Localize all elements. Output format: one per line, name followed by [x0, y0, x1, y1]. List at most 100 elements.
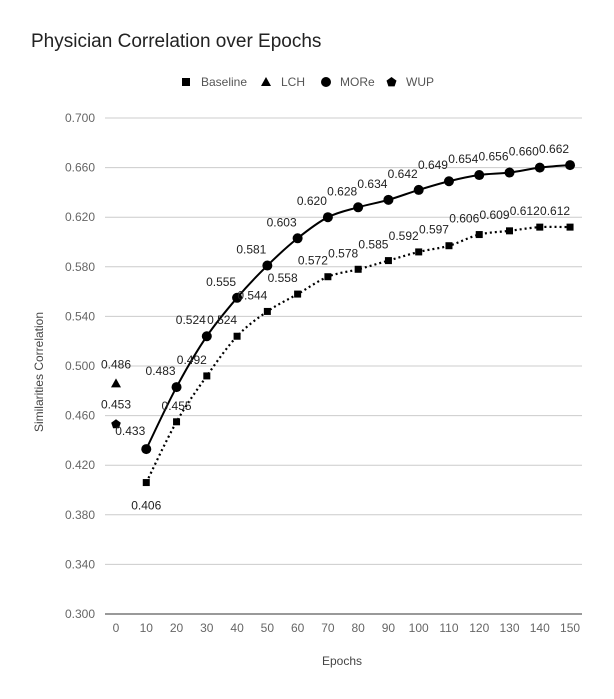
data-label-baseline: 0.524 [207, 313, 237, 327]
data-label-baseline: 0.455 [162, 399, 192, 413]
gridlines [105, 117, 582, 615]
marker-more [565, 160, 576, 171]
marker-baseline [263, 307, 271, 315]
data-label-baseline: 0.606 [449, 212, 479, 226]
marker-baseline [354, 265, 362, 273]
marker-more [383, 194, 394, 205]
marker-baseline [536, 223, 544, 231]
data-label-more: 0.620 [297, 194, 327, 208]
marker-more [443, 176, 454, 187]
marker-baseline [475, 231, 483, 239]
data-label-more: 0.656 [478, 150, 508, 164]
x-tick-label: 140 [530, 621, 550, 635]
marker-baseline [384, 257, 392, 265]
marker-more [322, 212, 333, 223]
y-tick-label: 0.700 [65, 111, 95, 125]
data-label-more: 0.628 [327, 184, 357, 198]
legend: Baseline LCH MORe WUP [0, 74, 614, 92]
data-label-baseline: 0.578 [328, 246, 358, 260]
data-label-more: 0.524 [176, 313, 206, 327]
chart-title: Physician Correlation over Epochs [31, 31, 322, 52]
data-label-baseline: 0.558 [268, 271, 298, 285]
square-marker-icon [182, 78, 190, 86]
legend-label-wup: WUP [406, 75, 434, 89]
data-label-more: 0.555 [206, 275, 236, 289]
y-tick-label: 0.580 [65, 260, 95, 274]
y-tick-label: 0.340 [65, 557, 95, 571]
marker-lch [111, 378, 121, 388]
x-tick-label: 10 [140, 621, 154, 635]
marker-more [413, 184, 424, 195]
marker-baseline [506, 227, 514, 235]
data-label-baseline: 0.592 [389, 229, 419, 243]
data-label-baseline: 0.597 [419, 223, 449, 237]
data-label-baseline: 0.492 [177, 353, 207, 367]
series-markers [111, 160, 576, 487]
data-label-more: 0.634 [357, 177, 387, 191]
y-tick-label: 0.420 [65, 458, 95, 472]
marker-baseline [173, 418, 181, 426]
x-tick-label: 100 [409, 621, 429, 635]
data-label-more: 0.654 [448, 152, 478, 166]
series-line-baseline [145, 225, 571, 484]
x-tick-label: 40 [230, 621, 244, 635]
x-tick-label: 120 [469, 621, 489, 635]
data-label-baseline: 0.609 [479, 208, 509, 222]
x-tick-label: 0 [113, 621, 120, 635]
data-label-more: 0.603 [267, 215, 297, 229]
y-tick-label: 0.500 [65, 359, 95, 373]
marker-baseline [142, 479, 150, 487]
data-label-wup: 0.453 [101, 397, 131, 411]
x-tick-label: 60 [291, 621, 305, 635]
y-axis-ticks: 0.300 0.340 0.380 0.420 0.460 0.500 0.540 0.580… [65, 111, 95, 621]
legend-label-baseline: Baseline [201, 75, 248, 89]
marker-more [171, 382, 182, 393]
marker-wup [111, 419, 121, 429]
x-tick-label: 30 [200, 621, 214, 635]
data-label-baseline: 0.544 [237, 288, 267, 302]
legend-label-more: MORe [340, 75, 375, 89]
data-label-more: 0.483 [146, 364, 176, 378]
data-label-more: 0.662 [539, 142, 569, 156]
marker-more [292, 233, 303, 244]
data-label-baseline: 0.406 [131, 499, 161, 513]
x-tick-label: 50 [261, 621, 275, 635]
y-tick-label: 0.620 [65, 210, 95, 224]
marker-more [232, 292, 243, 303]
x-axis-ticks: 0 10 20 30 40 50 60 70 80 90 100 110 120 130 140 150 [113, 621, 581, 635]
marker-baseline [324, 273, 332, 281]
marker-more [201, 331, 212, 342]
triangle-marker-icon [261, 77, 271, 86]
marker-baseline [203, 372, 211, 380]
x-tick-label: 150 [560, 621, 580, 635]
data-labels: 0.4060.4550.4920.5240.5440.5580.5720.578… [101, 142, 570, 512]
marker-more [534, 162, 545, 173]
marker-more [141, 444, 152, 455]
y-tick-label: 0.380 [65, 508, 95, 522]
y-tick-label: 0.540 [65, 309, 95, 323]
marker-baseline [294, 290, 302, 298]
x-tick-label: 90 [382, 621, 396, 635]
data-label-baseline: 0.612 [540, 204, 570, 218]
x-tick-label: 80 [351, 621, 365, 635]
x-axis-title: Epochs [321, 654, 363, 668]
x-tick-label: 110 [439, 621, 458, 635]
data-label-lch: 0.486 [101, 357, 131, 371]
marker-more [474, 170, 485, 181]
marker-baseline [233, 332, 241, 340]
data-label-more: 0.660 [509, 145, 539, 159]
y-tick-label: 0.300 [65, 607, 95, 621]
data-label-more: 0.581 [236, 243, 266, 257]
x-tick-label: 130 [499, 621, 519, 635]
y-tick-label: 0.660 [65, 161, 95, 175]
pentagon-marker-icon [386, 77, 397, 87]
y-tick-label: 0.460 [65, 409, 95, 423]
marker-baseline [445, 242, 453, 250]
data-label-baseline: 0.612 [510, 204, 540, 218]
data-label-baseline: 0.572 [298, 254, 328, 268]
x-tick-label: 70 [321, 621, 335, 635]
data-label-more: 0.642 [388, 167, 418, 181]
data-label-baseline: 0.585 [358, 238, 388, 252]
marker-more [353, 202, 364, 213]
marker-more [504, 167, 515, 178]
